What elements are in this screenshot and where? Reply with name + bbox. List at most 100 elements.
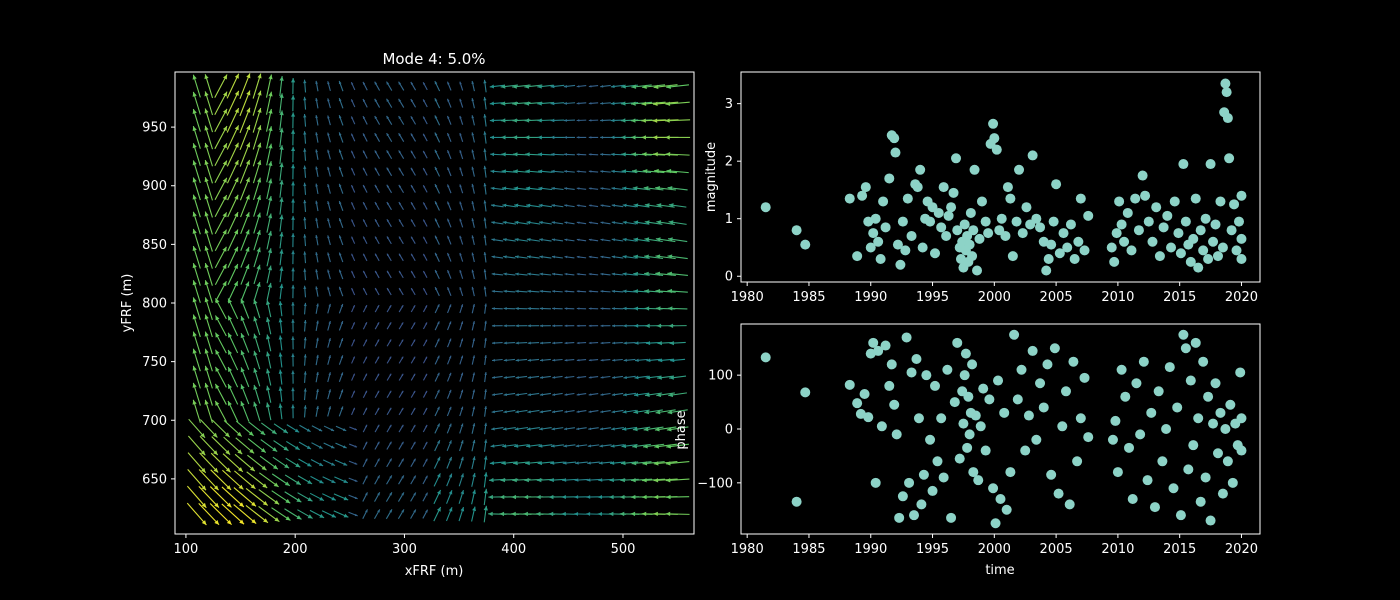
quiver-arrow [642, 443, 665, 449]
quiver-arrow [386, 201, 392, 211]
quiver-arrow [374, 322, 380, 330]
quiver-arrow [599, 444, 612, 448]
quiver-arrow [211, 436, 231, 455]
quiver-arrow [291, 146, 296, 163]
quiver-arrow [666, 426, 689, 432]
quiver-arrow [338, 97, 344, 109]
quiver-arrow [434, 269, 440, 280]
phase-point [1222, 456, 1233, 467]
phase-point [1068, 356, 1079, 367]
quiver-arrow [214, 177, 228, 201]
quiver-arrow [309, 509, 325, 519]
phase-point [1135, 429, 1146, 440]
phase-point [760, 352, 771, 363]
quiver-arrow [622, 426, 637, 431]
magnitude-point [936, 222, 947, 233]
quiver-arrow [514, 426, 529, 431]
quiver-arrow [484, 422, 488, 435]
quiver-arrow [291, 164, 296, 180]
quiver-arrow [303, 234, 307, 247]
quiver-arrow [501, 186, 517, 191]
quiver-arrow [471, 472, 476, 487]
quiver-arrow [654, 426, 677, 432]
magnitude-point [1007, 251, 1018, 262]
quiver-arrow [631, 152, 652, 157]
phase-point [967, 359, 978, 370]
quiver-arrow [600, 170, 611, 173]
quiver-arrow [192, 399, 201, 424]
quiver-arrow [374, 184, 380, 194]
magnitude-point [912, 182, 923, 193]
quiver-arrow [386, 356, 392, 364]
quiver-arrow [265, 74, 273, 98]
quiver-arrow [227, 263, 239, 285]
quiver-arrow [422, 236, 428, 244]
magnitude-point [1226, 225, 1237, 236]
quiver-arrow [459, 132, 464, 142]
quiver-arrow [422, 184, 428, 193]
quiver-arrow [223, 436, 243, 455]
quiver-arrow [550, 461, 565, 465]
quiver-arrow [327, 355, 331, 365]
quiver-arrow [204, 399, 213, 424]
quiver-arrow [327, 320, 331, 331]
quiver-arrow [483, 131, 487, 144]
quiver-arrow [240, 384, 250, 405]
quiver-arrow [315, 115, 319, 126]
quiver-arrow [471, 269, 475, 280]
quiver-arrow [634, 375, 649, 380]
quiver-arrow [576, 187, 587, 190]
quiver-arrow [192, 245, 201, 269]
phase-point [1180, 343, 1191, 354]
quiver-arrow [491, 358, 503, 362]
y-tick-label: 0 [725, 270, 733, 285]
quiver-arrow [600, 375, 611, 379]
quiver-arrow [327, 235, 331, 246]
quiver-arrow [458, 473, 464, 487]
quiver-arrow [422, 219, 428, 227]
quiver-arrow [303, 268, 307, 281]
magnitude-point [1215, 196, 1226, 207]
quiver-arrow [192, 91, 201, 115]
quiver-arrow [502, 238, 516, 242]
quiver-arrow [386, 81, 393, 91]
quiver-arrow [303, 79, 307, 93]
magnitude-point [1185, 256, 1196, 267]
quiver-arrow [642, 461, 665, 466]
quiver-arrow [471, 286, 475, 297]
quiver-arrow [490, 152, 505, 157]
phase-point [1049, 343, 1060, 354]
quiver-arrow [459, 201, 464, 211]
quiver-arrow [350, 116, 356, 125]
phase-point [1120, 391, 1131, 402]
quiver-arrow [214, 143, 228, 167]
quiver-arrow [471, 456, 476, 470]
quiver-arrow [374, 201, 380, 211]
quiver-arrow [265, 385, 272, 403]
x-tick-label: 1985 [792, 290, 825, 305]
quiver-arrow [265, 317, 272, 335]
quiver-arrow [226, 125, 240, 150]
quiver-arrow [210, 469, 232, 491]
quiver-arrow [552, 375, 563, 379]
quiver-arrow [576, 102, 587, 105]
quiver-arrow [315, 269, 319, 280]
quiver-arrow [362, 509, 368, 519]
quiver-arrow [247, 454, 267, 471]
quiver-arrow [458, 489, 465, 504]
phase-point [932, 456, 943, 467]
quiver-arrow [279, 162, 284, 181]
quiver-arrow [398, 219, 404, 228]
quiver-arrow [204, 262, 213, 286]
quiver-arrow [291, 267, 295, 282]
quiver-arrow [446, 473, 453, 487]
quiver-arrow [446, 440, 452, 452]
magnitude-point [933, 207, 944, 218]
quiver-arrow [214, 212, 228, 234]
quiver-arrow [374, 458, 380, 468]
magnitude-point [1151, 202, 1162, 213]
quiver-arrow [446, 218, 452, 228]
quiver-arrow [600, 358, 611, 362]
quiver-arrow [291, 284, 295, 299]
x-tick-label: 2000 [978, 542, 1011, 557]
